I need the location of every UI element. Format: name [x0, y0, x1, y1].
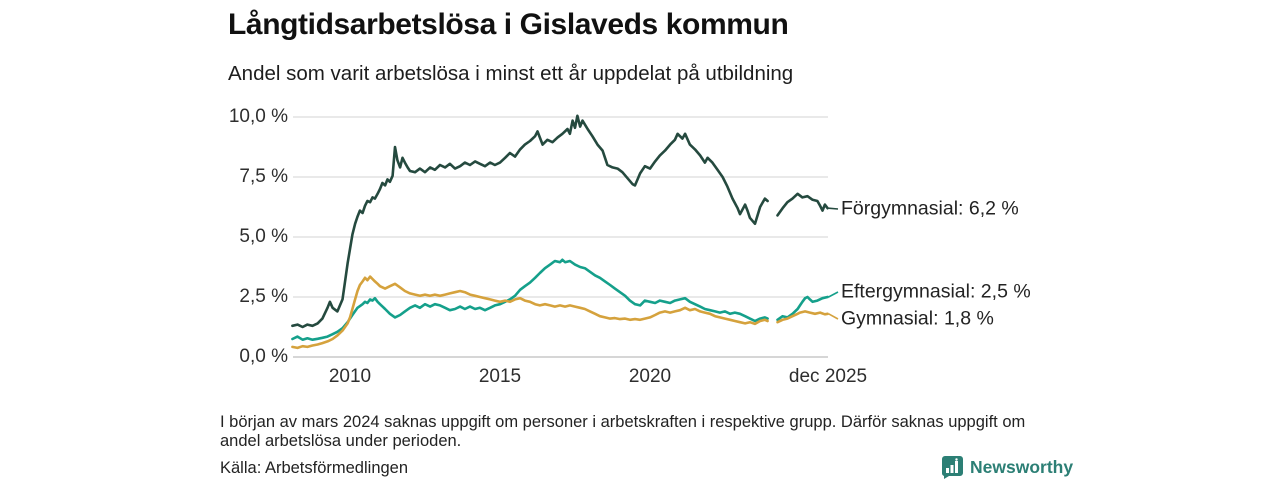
footnote-line-2: andel arbetslösa under perioden.	[220, 432, 462, 450]
y-tick-7-5: 7,5 %	[239, 166, 288, 187]
series-label-forgymnasial: Förgymnasial: 6,2 %	[841, 197, 1019, 220]
series-line-eftergymnasial	[291, 258, 769, 341]
plot-area	[291, 114, 839, 358]
chart-title: Långtidsarbetslösa i Gislaveds kommun	[228, 8, 789, 41]
branding-name: Newsworthy	[970, 456, 1074, 477]
series-line-gymnasial	[291, 275, 769, 350]
series-line-förgymnasial	[291, 114, 769, 329]
newsworthy-logo-icon	[941, 456, 963, 479]
chart-subtitle: Andel som varit arbetslösa i minst ett å…	[228, 62, 794, 85]
series-line-gymnasial	[776, 310, 829, 324]
x-tick-2015: 2015	[478, 366, 522, 387]
y-tick-10: 10,0 %	[228, 106, 288, 127]
label-connector-gymnasial	[828, 313, 839, 320]
series-line-eftergymnasial	[776, 295, 829, 322]
y-tick-0: 0,0 %	[239, 346, 288, 367]
series-label-gymnasial: Gymnasial: 1,8 %	[841, 307, 994, 330]
label-connector-förgymnasial	[828, 207, 839, 210]
footnote-line-1: I början av mars 2024 saknas uppgift om …	[220, 413, 1026, 431]
branding: Newsworthy	[941, 455, 1073, 479]
label-connector-eftergymnasial	[828, 291, 839, 298]
x-tick-dec-2025: dec 2025	[788, 366, 868, 387]
x-tick-2010: 2010	[328, 366, 372, 387]
source-note: Källa: Arbetsförmedlingen	[220, 459, 409, 477]
y-tick-2-5: 2,5 %	[239, 286, 288, 307]
series-label-eftergymnasial: Eftergymnasial: 2,5 %	[841, 280, 1031, 303]
y-tick-5: 5,0 %	[239, 226, 288, 247]
series-line-förgymnasial	[776, 192, 829, 217]
x-tick-2020: 2020	[628, 366, 672, 387]
